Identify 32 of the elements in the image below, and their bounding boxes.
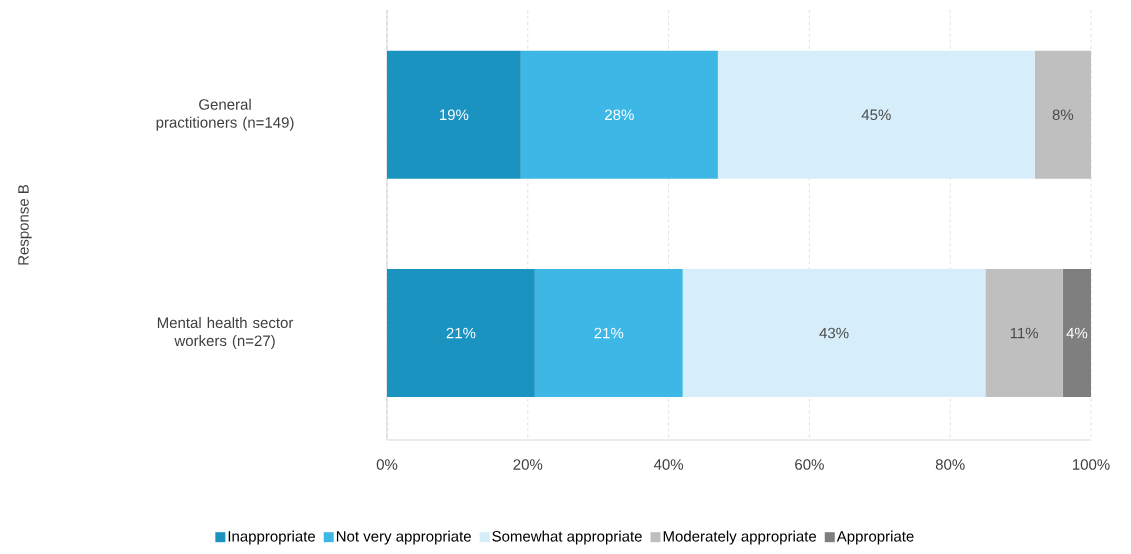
data-label: 21% — [594, 327, 624, 339]
x-tick-label: 20% — [513, 459, 543, 470]
data-label: 21% — [446, 327, 476, 339]
data-label: 43% — [819, 327, 849, 339]
data-label: 19% — [440, 109, 469, 121]
bar — [1062, 268, 1092, 398]
y-tick-label: General practitioners (n=149) — [156, 98, 294, 131]
bar — [387, 50, 521, 179]
bar — [1034, 50, 1092, 179]
data-label: 11% — [1010, 327, 1039, 339]
bar — [520, 50, 718, 179]
x-tick-label: 60% — [795, 459, 824, 470]
legend-label: Appropriate — [836, 530, 914, 545]
bar — [682, 268, 986, 398]
legend-label: Somewhat appropriate — [492, 530, 642, 545]
data-label: 45% — [861, 109, 891, 121]
bar — [717, 50, 1035, 179]
bar — [534, 268, 683, 398]
legend-label: Not very appropriate — [336, 530, 471, 545]
bar — [387, 268, 535, 398]
data-label: 4% — [1066, 327, 1088, 339]
legend-label: Inappropriate — [228, 530, 316, 545]
bar — [985, 268, 1063, 398]
legend-label: Moderately appropriate — [663, 530, 817, 545]
data-label: 8% — [1052, 109, 1074, 121]
y-tick-label: Mental health sector workers (n=27) — [157, 317, 294, 350]
data-label: 28% — [605, 109, 634, 121]
text: Response B — [18, 184, 32, 265]
x-tick-label: 40% — [653, 459, 684, 470]
x-tick-label: 80% — [935, 459, 965, 470]
x-tick-label: 100% — [1072, 459, 1110, 470]
x-tick-label: 0% — [376, 459, 398, 470]
